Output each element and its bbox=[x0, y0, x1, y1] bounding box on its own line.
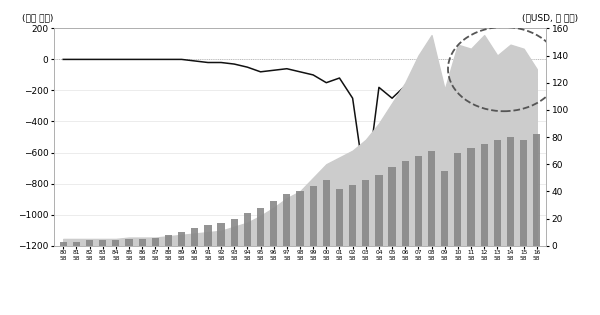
Bar bbox=[376, 175, 383, 246]
Bar bbox=[125, 239, 133, 246]
Bar bbox=[481, 144, 488, 246]
Bar bbox=[296, 191, 304, 246]
Bar bbox=[230, 219, 238, 246]
Bar bbox=[99, 240, 106, 246]
Bar bbox=[336, 189, 343, 246]
Bar bbox=[139, 239, 146, 246]
Bar bbox=[310, 186, 317, 246]
Bar bbox=[217, 223, 224, 246]
Bar bbox=[178, 232, 185, 246]
Bar bbox=[428, 151, 435, 246]
Bar bbox=[270, 201, 277, 246]
Bar bbox=[323, 180, 330, 246]
Bar bbox=[152, 238, 159, 246]
Bar bbox=[59, 242, 67, 246]
Bar bbox=[165, 235, 172, 246]
Bar bbox=[520, 140, 527, 246]
Bar bbox=[401, 162, 409, 246]
Bar bbox=[388, 167, 396, 246]
Bar bbox=[257, 208, 264, 246]
Bar bbox=[244, 213, 251, 246]
Bar bbox=[441, 171, 448, 246]
Text: (억USD, 천 리라): (억USD, 천 리라) bbox=[522, 13, 578, 22]
Bar bbox=[349, 185, 356, 246]
Text: (십만 리라): (십만 리라) bbox=[22, 13, 53, 22]
Bar bbox=[467, 148, 475, 246]
Bar bbox=[204, 225, 212, 246]
Bar bbox=[507, 137, 514, 246]
Bar bbox=[73, 242, 80, 246]
Bar bbox=[454, 153, 461, 246]
Bar bbox=[191, 228, 199, 246]
Bar bbox=[494, 140, 501, 246]
Bar bbox=[362, 180, 370, 246]
Bar bbox=[112, 240, 119, 246]
Bar bbox=[415, 156, 422, 246]
Bar bbox=[533, 134, 541, 246]
Bar bbox=[283, 194, 290, 246]
Bar bbox=[86, 240, 93, 246]
